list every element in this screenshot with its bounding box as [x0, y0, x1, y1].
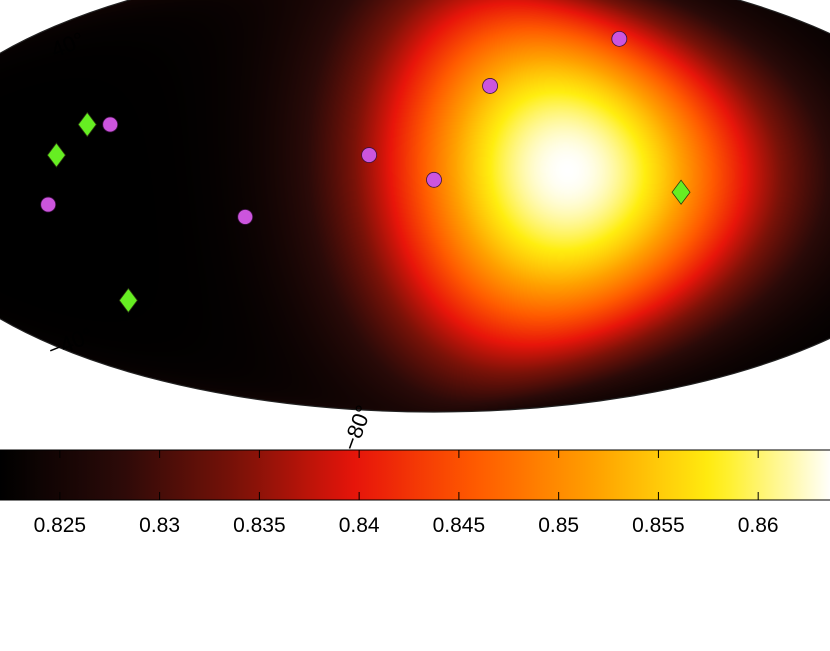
colorbar-tick-label-7: 0.855 [632, 514, 685, 537]
colorbar-tick-label-2: 0.83 [139, 514, 180, 537]
colorbar-tick-label-3: 0.835 [233, 514, 286, 537]
markers-layer [40, 30, 691, 314]
colorbar-ticks: 0.825 0.83 0.835 0.84 0.845 0.85 0.855 0.86 [34, 450, 779, 537]
map-outline [0, 0, 830, 413]
diamond-marker-4 [46, 142, 66, 168]
colorbar-tick-label-5: 0.845 [433, 514, 486, 537]
colorbar-tick-label-4: 0.84 [339, 514, 380, 537]
colorbar-tick-label-1: 0.825 [34, 514, 87, 537]
heatmap-field [0, 0, 830, 412]
circle-marker-2 [482, 78, 498, 94]
circle-marker-6 [237, 209, 254, 225]
diamond-marker-5 [77, 111, 97, 138]
colorbar: 0.825 0.83 0.835 0.84 0.845 0.85 0.855 0.86 [0, 449, 830, 537]
circle-marker-4 [361, 147, 378, 163]
circle-marker-7 [40, 196, 57, 213]
circle-marker-3 [102, 116, 119, 133]
diamond-marker-9 [671, 179, 691, 205]
colorbar-tick-label-8: 0.86 [738, 514, 779, 537]
circle-marker-1 [611, 30, 628, 47]
lon-label-minus-80: −80° [337, 402, 376, 454]
colorbar-tick-label-6: 0.85 [538, 514, 579, 537]
colorbar-gradient [0, 449, 830, 501]
circle-marker-5 [426, 171, 442, 188]
diamond-marker-8 [118, 287, 138, 314]
mollweide-map [0, 0, 830, 413]
